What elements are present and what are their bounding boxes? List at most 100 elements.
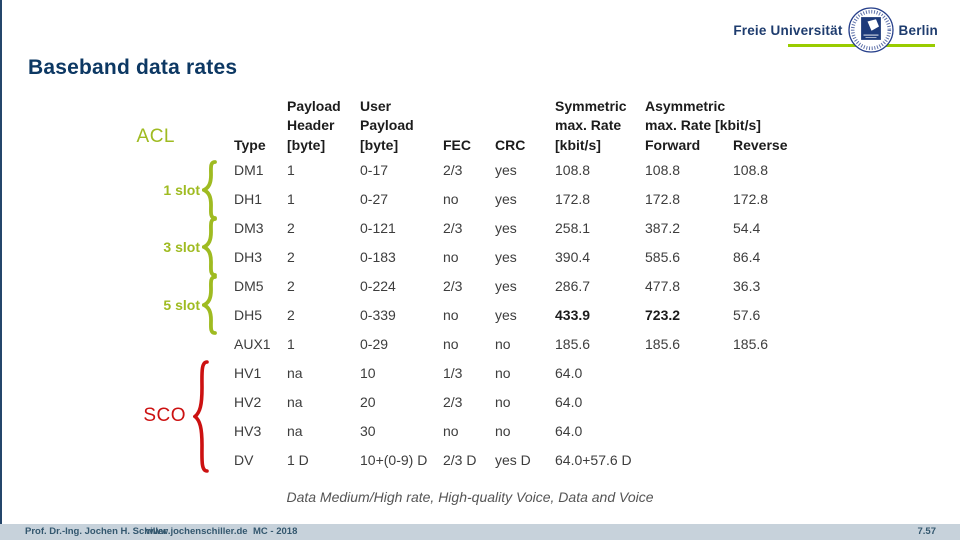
table-cell: 64.0 <box>555 394 583 410</box>
table-cell: DM5 <box>234 278 264 294</box>
table-cell: 10 <box>360 365 376 381</box>
table-cell <box>645 359 733 388</box>
table-cell: 54.4 <box>733 220 761 236</box>
footer-bar: Prof. Dr.-Ing. Jochen H. Schiller www.jo… <box>0 524 960 540</box>
table-cell: 64.0 <box>555 423 583 439</box>
table-cell: 185.6 <box>555 336 591 352</box>
table-cell: 477.8 <box>645 278 681 294</box>
table-cell: 108.8 <box>733 162 769 178</box>
table-cell: 36.3 <box>733 278 761 294</box>
table-cell: 0-121 <box>360 220 396 236</box>
table-cell: 387.2 <box>645 220 681 236</box>
table-cell: 2 <box>287 278 295 294</box>
table-cell: 2/3 <box>443 162 463 178</box>
table-cell: 585.6 <box>645 249 681 265</box>
table-cell: no <box>443 191 459 207</box>
table-cell: no <box>495 394 511 410</box>
table-cell: 286.7 <box>555 278 591 294</box>
table-cell: HV2 <box>234 394 262 410</box>
logo-text-right: Berlin <box>898 22 938 38</box>
label-3-slot: 3 slot <box>163 239 200 255</box>
table-cell: 108.8 <box>645 162 681 178</box>
table-cell: yes <box>495 307 517 323</box>
table-row-AUX1: AUX1 1 0-29 no no 185.6 185.6 185.6 <box>234 330 821 359</box>
label-sco: SCO <box>143 405 186 426</box>
table-cell: AUX1 <box>234 336 271 352</box>
column-header: Type <box>234 136 266 153</box>
table-cell: yes <box>495 162 517 178</box>
table-cell: 172.8 <box>645 191 681 207</box>
column-header: Symmetric max. Rate [kbit/s] <box>555 97 627 153</box>
table-cell: 1 D <box>287 452 309 468</box>
table-cell: yes <box>495 191 517 207</box>
table-cell: 64.0+57.6 D <box>555 452 632 468</box>
table-cell <box>733 446 821 475</box>
fu-berlin-logo: Freie Universität Berlin <box>733 7 938 53</box>
table-cell: 1/3 <box>443 365 463 381</box>
table-row-DM5: DM5 2 0-224 2/3 yes 286.7 477.8 36.3 <box>234 272 821 301</box>
column-header: User Payload [byte] <box>360 97 414 153</box>
table-cell: 185.6 <box>645 336 681 352</box>
table-cell: 64.0 <box>555 365 583 381</box>
caption: Data Medium/High rate, High-quality Voic… <box>286 489 654 505</box>
footer-website: www.jochenschiller.de <box>146 526 248 537</box>
table-body: DM1 1 0-17 2/3 yes 108.8 108.8 108.8 DH1 1 0-27 no y… <box>234 156 821 475</box>
column-header: Payload Header [byte] <box>287 97 341 153</box>
table-cell: 2 <box>287 307 295 323</box>
table-cell: DM3 <box>234 220 264 236</box>
table-cell: no <box>443 249 459 265</box>
brace-3-slot-icon <box>202 217 217 277</box>
table-cell: HV3 <box>234 423 262 439</box>
table-cell: 0-17 <box>360 162 389 178</box>
footer-course: MC - 2018 <box>253 526 298 537</box>
table-cell: no <box>495 365 511 381</box>
table-cell: 433.9 <box>555 307 591 323</box>
table-cell: yes D <box>495 452 531 468</box>
table-cell <box>733 417 821 446</box>
table-cell: no <box>443 423 459 439</box>
table-cell: 2/3 D <box>443 452 477 468</box>
label-1-slot: 1 slot <box>163 182 200 198</box>
table-cell: no <box>443 307 459 323</box>
table-cell: DM1 <box>234 162 264 178</box>
brace-5-slot-icon <box>202 275 217 335</box>
table-cell: 2/3 <box>443 394 463 410</box>
table-cell: 0-29 <box>360 336 389 352</box>
table-row-HV3: HV3 na 30 no no 64.0 <box>234 417 821 446</box>
table-cell: HV1 <box>234 365 262 381</box>
table-cell: 20 <box>360 394 376 410</box>
column-header: Reverse <box>733 136 788 153</box>
table-cell: 108.8 <box>555 162 591 178</box>
table-cell: yes <box>495 220 517 236</box>
table-cell: 258.1 <box>555 220 591 236</box>
table-cell: na <box>287 394 303 410</box>
table-cell: na <box>287 423 303 439</box>
table-row-DV: DV 1 D 10+(0-9) D 2/3 D yes D 64.0+57.6 D <box>234 446 821 475</box>
table-cell <box>645 446 733 475</box>
table-cell: 723.2 <box>645 307 681 323</box>
left-edge-bar <box>0 0 2 525</box>
table-cell: 185.6 <box>733 336 769 352</box>
table-cell: yes <box>495 278 517 294</box>
column-header: CRC <box>495 136 526 153</box>
table-cell: 172.8 <box>555 191 591 207</box>
table-cell: no <box>495 423 511 439</box>
label-5-slot: 5 slot <box>163 297 200 313</box>
table-cell: na <box>287 365 303 381</box>
table-cell: 390.4 <box>555 249 591 265</box>
table-cell: DH3 <box>234 249 263 265</box>
table-cell: DV <box>234 452 254 468</box>
table-cell: 30 <box>360 423 376 439</box>
column-header: Asymmetric max. Rate [kbit/s] Forward <box>645 97 761 153</box>
table-cell: 0-339 <box>360 307 396 323</box>
table-cell: 57.6 <box>733 307 761 323</box>
table-cell: DH5 <box>234 307 263 323</box>
table-row-DH5: DH5 2 0-339 no yes 433.9 723.2 57.6 <box>234 301 821 330</box>
logo-text-left: Freie Universität <box>733 22 843 38</box>
fu-berlin-seal-icon <box>847 7 894 53</box>
table-cell: DH1 <box>234 191 263 207</box>
table-row-DH3: DH3 2 0-183 no yes 390.4 585.6 86.4 <box>234 243 821 272</box>
table-row-DM1: DM1 1 0-17 2/3 yes 108.8 108.8 108.8 <box>234 156 821 185</box>
table-cell <box>733 388 821 417</box>
